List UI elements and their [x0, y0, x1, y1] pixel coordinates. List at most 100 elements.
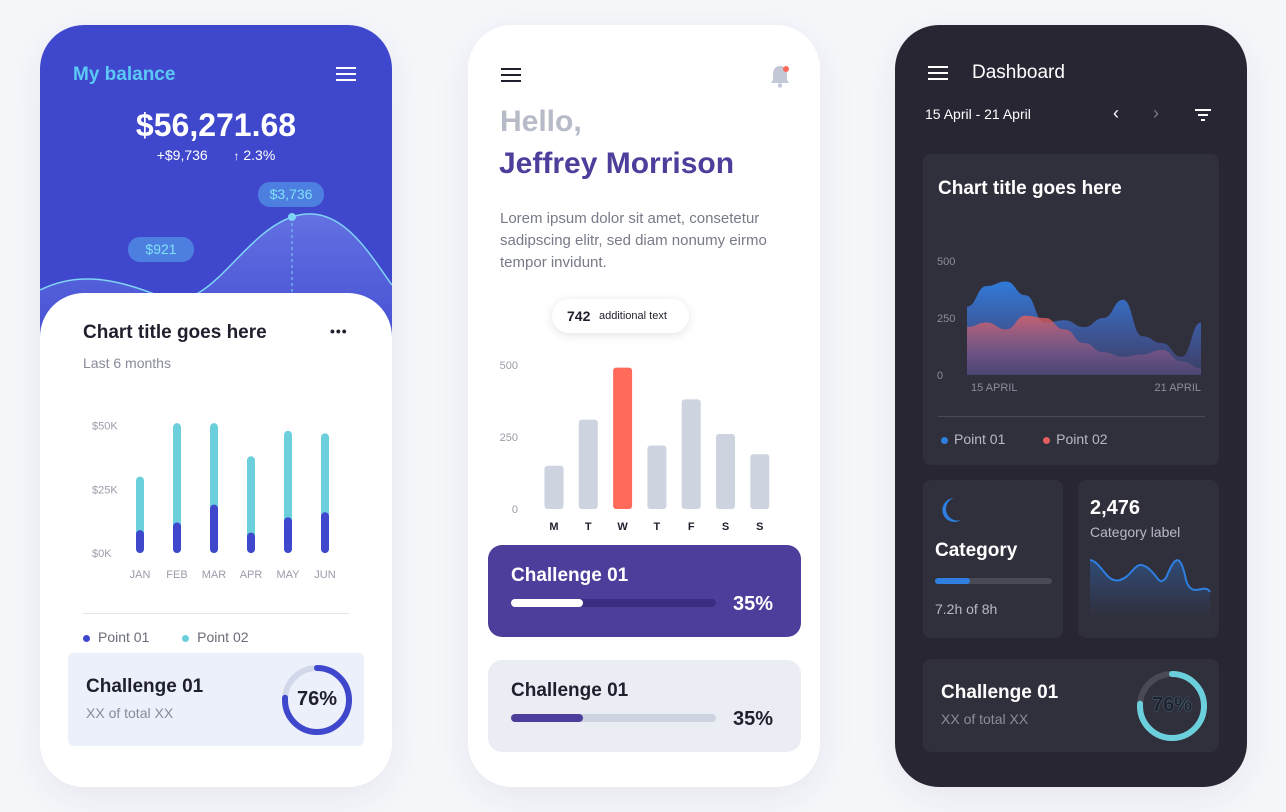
- bar: [716, 434, 735, 509]
- y-tick-label: 500: [500, 360, 518, 372]
- challenge-progress-ring: [1137, 671, 1207, 741]
- divider: [938, 416, 1205, 417]
- bar: [647, 445, 667, 509]
- legend-dot-point-02: [182, 635, 190, 642]
- menu-icon[interactable]: [501, 68, 521, 82]
- bar: [578, 419, 598, 509]
- bar-point-01: [284, 517, 292, 553]
- card-title: Chart title goes here: [83, 322, 267, 343]
- legend-dot-point-01: [83, 635, 90, 642]
- y-tick-label: $50K: [92, 421, 118, 433]
- menu-icon[interactable]: [928, 66, 948, 80]
- x-tick-label: F: [688, 521, 695, 533]
- legend-dot-point-01: [941, 437, 948, 444]
- intro-text: Lorem ipsum dolor sit amet, consetetur s…: [500, 210, 767, 271]
- card-subtitle: Last 6 months: [83, 355, 171, 371]
- challenge-title: Challenge 01: [511, 565, 629, 586]
- x-tick-label: S: [756, 521, 763, 533]
- challenge-percent: 35%: [733, 708, 774, 730]
- legend: Point 01 Point 02: [941, 431, 1108, 447]
- bar: [681, 399, 701, 509]
- category-title: Category: [935, 540, 1018, 561]
- filter-icon[interactable]: [1195, 109, 1211, 121]
- bell-icon[interactable]: [768, 63, 792, 89]
- monthly-bar-chart: $0K $25K $50K JAN FEB MAR APR MAY JUN: [92, 421, 336, 581]
- challenge-subtitle: XX of total XX: [941, 711, 1029, 727]
- chevron-left-icon[interactable]: ‹: [1113, 103, 1119, 123]
- legend: Point 01 Point 02: [83, 629, 249, 645]
- challenge-title: Challenge 01: [86, 676, 204, 697]
- x-tick-label: JAN: [130, 569, 151, 581]
- challenge-card[interactable]: Challenge 01 35%: [488, 660, 801, 752]
- area-point-02: [967, 315, 1201, 375]
- legend-point-02: Point 02: [197, 629, 249, 645]
- challenge-title: Challenge 01: [511, 680, 629, 701]
- chart-card: Chart title goes here ••• Last 6 months …: [40, 293, 392, 787]
- y-tick-label: 500: [937, 256, 955, 268]
- balance-amount: $56,271.68: [135, 107, 297, 143]
- area-chart: 0 250 500 15 APRIL 21 APRIL: [937, 256, 1201, 394]
- bar-point-01: [321, 512, 329, 553]
- chevron-right-icon[interactable]: ›: [1153, 103, 1159, 123]
- more-icon[interactable]: •••: [330, 323, 348, 339]
- balance-title: My balance: [73, 64, 176, 85]
- category-card[interactable]: Category 7.2h of 8h: [923, 480, 1063, 638]
- menu-icon[interactable]: [336, 67, 356, 81]
- chart-tooltip: 742 additional text: [552, 299, 689, 333]
- challenge-card[interactable]: Challenge 01 XX of total XX 76%: [923, 659, 1219, 752]
- y-tick-label: 250: [500, 432, 518, 444]
- y-tick-label: 0: [937, 370, 943, 382]
- tooltip-high: $3,736: [258, 182, 324, 207]
- legend-dot-point-02: [1043, 437, 1051, 444]
- legend-point-01: Point 01: [954, 431, 1006, 447]
- delta-percent: 2.3%: [243, 147, 276, 163]
- category-progress-track: [935, 578, 1052, 584]
- challenge-progress-ring: [282, 665, 352, 735]
- challenge-card[interactable]: Challenge 01 XX of total XX 76%: [68, 653, 364, 746]
- bar-point-02: [247, 456, 255, 553]
- bar: [750, 454, 770, 509]
- divider: [83, 613, 349, 614]
- x-tick-label: S: [722, 521, 729, 533]
- delta-amount: +$9,736: [156, 147, 208, 163]
- greeting-screen: Hello, Jeffrey Morrison Lorem ipsum dolo…: [468, 25, 820, 787]
- progress-track: [511, 714, 716, 722]
- x-tick-label: 21 APRIL: [1155, 382, 1201, 394]
- bar: [544, 465, 564, 509]
- x-tick-label: JUN: [314, 569, 335, 581]
- y-tick-label: $25K: [92, 484, 118, 496]
- challenge-card-active[interactable]: Challenge 01 35%: [488, 545, 801, 637]
- arrow-up-icon: ↑: [233, 149, 240, 163]
- progress-track: [511, 599, 716, 607]
- card-title: Chart title goes here: [938, 178, 1122, 199]
- x-tick-label: MAR: [202, 569, 227, 581]
- challenge-percent: 35%: [733, 593, 774, 615]
- page-title: Dashboard: [972, 62, 1065, 83]
- moon-icon: [942, 498, 961, 522]
- challenge-subtitle: XX of total XX: [86, 705, 174, 721]
- progress-fill: [511, 599, 583, 607]
- category-progress-label: 7.2h of 8h: [935, 601, 998, 617]
- x-tick-label: T: [585, 521, 592, 533]
- greeting: Hello,: [500, 105, 582, 138]
- wave-point-high: [288, 213, 296, 221]
- tooltip-value: 742: [567, 308, 591, 324]
- dashboard-screen: Dashboard 15 April - 21 April ‹ › Chart …: [895, 25, 1247, 787]
- x-tick-label: FEB: [166, 569, 187, 581]
- stat-value: 2,476: [1090, 497, 1141, 519]
- bar-point-01: [136, 530, 144, 553]
- area-chart-card: Chart title goes here 0 250 500 15 APRIL 21 …: [923, 154, 1219, 465]
- stat-label: Category label: [1090, 524, 1181, 540]
- progress-fill: [511, 714, 583, 722]
- weekly-bar-chart: 0 250 500 M T W T F S S: [500, 360, 770, 533]
- bar-point-01: [173, 522, 181, 553]
- challenge-percent: 76%: [296, 688, 338, 710]
- tooltip-text: additional text: [599, 310, 667, 322]
- y-tick-label: 250: [937, 313, 955, 325]
- tooltip-low: $921: [128, 237, 194, 262]
- stat-card[interactable]: 2,476 Category label: [1078, 480, 1219, 638]
- challenge-percent: 76%: [1151, 694, 1193, 716]
- legend-point-02: Point 02: [1056, 431, 1108, 447]
- bar-point-02: [173, 423, 181, 553]
- balance-delta: +$9,736 ↑ 2.3%: [40, 147, 392, 163]
